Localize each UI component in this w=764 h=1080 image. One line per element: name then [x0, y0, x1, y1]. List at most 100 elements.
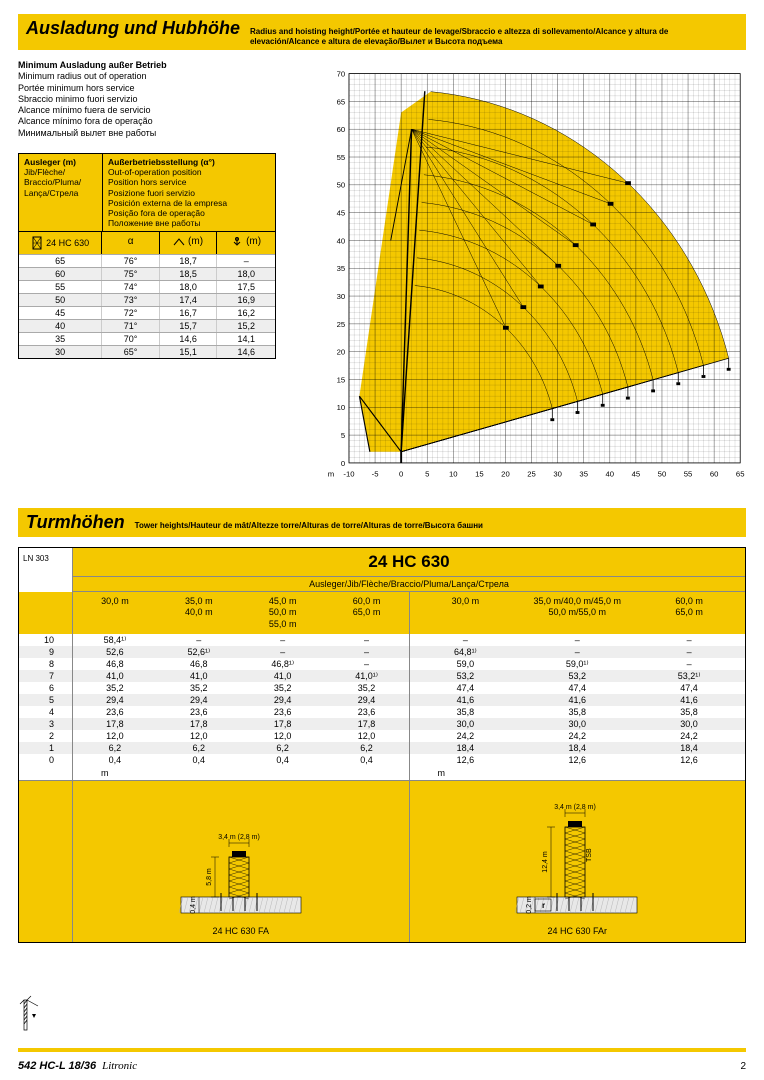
ausleger-label: Ausleger/Jib/Flèche/Braccio/Pluma/Lança/… — [73, 576, 745, 592]
column-header: 60,0 m65,0 m — [633, 592, 745, 634]
svg-text:3,4 m (2,8 m): 3,4 m (2,8 m) — [218, 834, 260, 841]
t1-sym-c: (m) — [217, 232, 275, 254]
page-number: 2 — [740, 1061, 746, 1072]
section2-title: Turmhöhen — [26, 512, 125, 533]
table-row: 52,652,6¹⁾–– — [73, 646, 409, 658]
table-row: 53,253,253,2¹⁾ — [410, 670, 746, 682]
section2-subtitle: Tower heights/Hauteur de mât/Altezze tor… — [135, 521, 483, 531]
foundation-right-diagram: 3,4 m (2,8 m)12,4 m0,2 mTSBr — [487, 789, 667, 919]
svg-text:5: 5 — [425, 470, 429, 479]
svg-text:65: 65 — [337, 97, 346, 106]
section2-header: Turmhöhen Tower heights/Hauteur de mât/A… — [18, 508, 746, 537]
table-row: 24,224,224,2 — [410, 730, 746, 742]
t1-sym-alpha: α — [102, 232, 160, 254]
svg-text:25: 25 — [527, 470, 536, 479]
svg-text:0,4 m: 0,4 m — [190, 896, 197, 914]
table-row: 47,447,447,4 — [410, 682, 746, 694]
tower-heights-table: LN 303 24 HC 630 Ausleger/Jib/Flèche/Bra… — [18, 547, 746, 943]
table-row: 3570°14,614,1 — [19, 332, 275, 345]
table-row: 35,835,835,8 — [410, 706, 746, 718]
svg-text:65: 65 — [736, 470, 745, 479]
svg-text:-5: -5 — [372, 470, 379, 479]
t1-h1-title: Ausleger (m) — [24, 157, 76, 167]
column-header: 35,0 m40,0 m — [157, 592, 241, 634]
svg-text:r: r — [542, 901, 545, 910]
table-row: 6075°18,518,0 — [19, 267, 275, 280]
footer-bar — [18, 1048, 746, 1052]
svg-text:30: 30 — [337, 292, 346, 301]
table-row: 4572°16,716,2 — [19, 306, 275, 319]
foundation-left-label: 24 HC 630 FA — [73, 926, 409, 936]
tower-model-title: 24 HC 630 — [73, 548, 745, 576]
foundation-right-label: 24 HC 630 FAr — [410, 926, 746, 936]
ln-label: LN 303 — [19, 548, 73, 592]
section1-header: Ausladung und Hubhöhe Radius and hoistin… — [18, 14, 746, 50]
t1-h1-sub: Jib/Flèche/Braccio/Pluma/Lança/Стрела — [24, 167, 81, 197]
t1-h2-sub: Out-of-operation positionPosition hors s… — [108, 167, 227, 228]
m-label-left: m — [73, 766, 410, 780]
table-row: 12,612,612,6 — [410, 754, 746, 766]
table-row: 23,623,623,623,6 — [73, 706, 409, 718]
svg-text:-10: -10 — [343, 470, 354, 479]
table-row: 35,235,235,235,2 — [73, 682, 409, 694]
svg-text:50: 50 — [337, 181, 346, 190]
m-label-right: m — [410, 766, 746, 780]
table-row: 30,030,030,0 — [410, 718, 746, 730]
table-row: 6,26,26,26,2 — [73, 742, 409, 754]
radius-height-chart: -10-505101520253035404550556065051015202… — [322, 60, 746, 490]
table-row: ––– — [410, 634, 746, 646]
table-row: 64,8¹⁾–– — [410, 646, 746, 658]
svg-text:55: 55 — [337, 153, 346, 162]
table-row: 0,40,40,40,4 — [73, 754, 409, 766]
svg-text:40: 40 — [606, 470, 615, 479]
svg-text:20: 20 — [337, 348, 346, 357]
svg-text:50: 50 — [658, 470, 667, 479]
svg-text:0: 0 — [399, 470, 403, 479]
table-row: 4071°15,715,2 — [19, 319, 275, 332]
svg-text:35: 35 — [579, 470, 588, 479]
section1-title: Ausladung und Hubhöhe — [26, 18, 240, 39]
svg-text:45: 45 — [632, 470, 641, 479]
table-row: 12,012,012,012,0 — [73, 730, 409, 742]
svg-text:40: 40 — [337, 237, 346, 246]
tower-icon — [31, 236, 43, 250]
svg-text:60: 60 — [710, 470, 719, 479]
column-header: 45,0 m50,0 m55,0 m — [241, 592, 325, 634]
foundation-left-diagram: 3,4 m (2,8 m) 5,8 m 0,4 m — [151, 789, 331, 919]
table-row: 3065°15,114,6 — [19, 345, 275, 358]
crane-small-icon — [18, 994, 40, 1032]
column-header: 35,0 m/40,0 m/45,0 m50,0 m/55,0 m — [521, 592, 633, 634]
svg-text:15: 15 — [337, 376, 346, 385]
t1-sym-b: (m) — [160, 232, 218, 254]
table-row: 5073°17,416,9 — [19, 293, 275, 306]
out-of-operation-table: Ausleger (m) Jib/Flèche/Braccio/Pluma/La… — [18, 153, 276, 359]
table-row: 6576°18,7– — [19, 254, 275, 267]
table-row: 46,846,846,8¹⁾– — [73, 658, 409, 670]
svg-text:TSB: TSB — [586, 848, 593, 862]
section1-subtitle: Radius and hoisting height/Portée et hau… — [250, 27, 738, 46]
svg-text:m: m — [328, 470, 334, 479]
svg-text:0: 0 — [341, 459, 345, 468]
svg-text:3,4 m (2,8 m): 3,4 m (2,8 m) — [554, 804, 596, 811]
t1-h2-title: Außerbetriebsstellung (α°) — [108, 157, 215, 167]
svg-text:10: 10 — [449, 470, 458, 479]
table-row: 29,429,429,429,4 — [73, 694, 409, 706]
svg-text:70: 70 — [337, 70, 346, 79]
svg-text:5,8 m: 5,8 m — [206, 868, 213, 886]
min-radius-block: Minimum Ausladung außer BetriebMinimum r… — [18, 60, 308, 139]
svg-text:30: 30 — [553, 470, 562, 479]
footer-model: 542 HC-L 18/36Litronic — [18, 1060, 137, 1072]
svg-text:15: 15 — [475, 470, 484, 479]
svg-text:55: 55 — [684, 470, 693, 479]
table-row: 59,059,0¹⁾– — [410, 658, 746, 670]
svg-text:25: 25 — [337, 320, 346, 329]
svg-text:0,2 m: 0,2 m — [526, 896, 533, 914]
table-row: 17,817,817,817,8 — [73, 718, 409, 730]
column-header: 60,0 m65,0 m — [325, 592, 409, 634]
table-row: 18,418,418,4 — [410, 742, 746, 754]
t1-model: 24 HC 630 — [46, 238, 89, 248]
table-row: 41,041,041,041,0¹⁾ — [73, 670, 409, 682]
svg-text:20: 20 — [501, 470, 510, 479]
svg-text:60: 60 — [337, 125, 346, 134]
svg-text:35: 35 — [337, 264, 346, 273]
